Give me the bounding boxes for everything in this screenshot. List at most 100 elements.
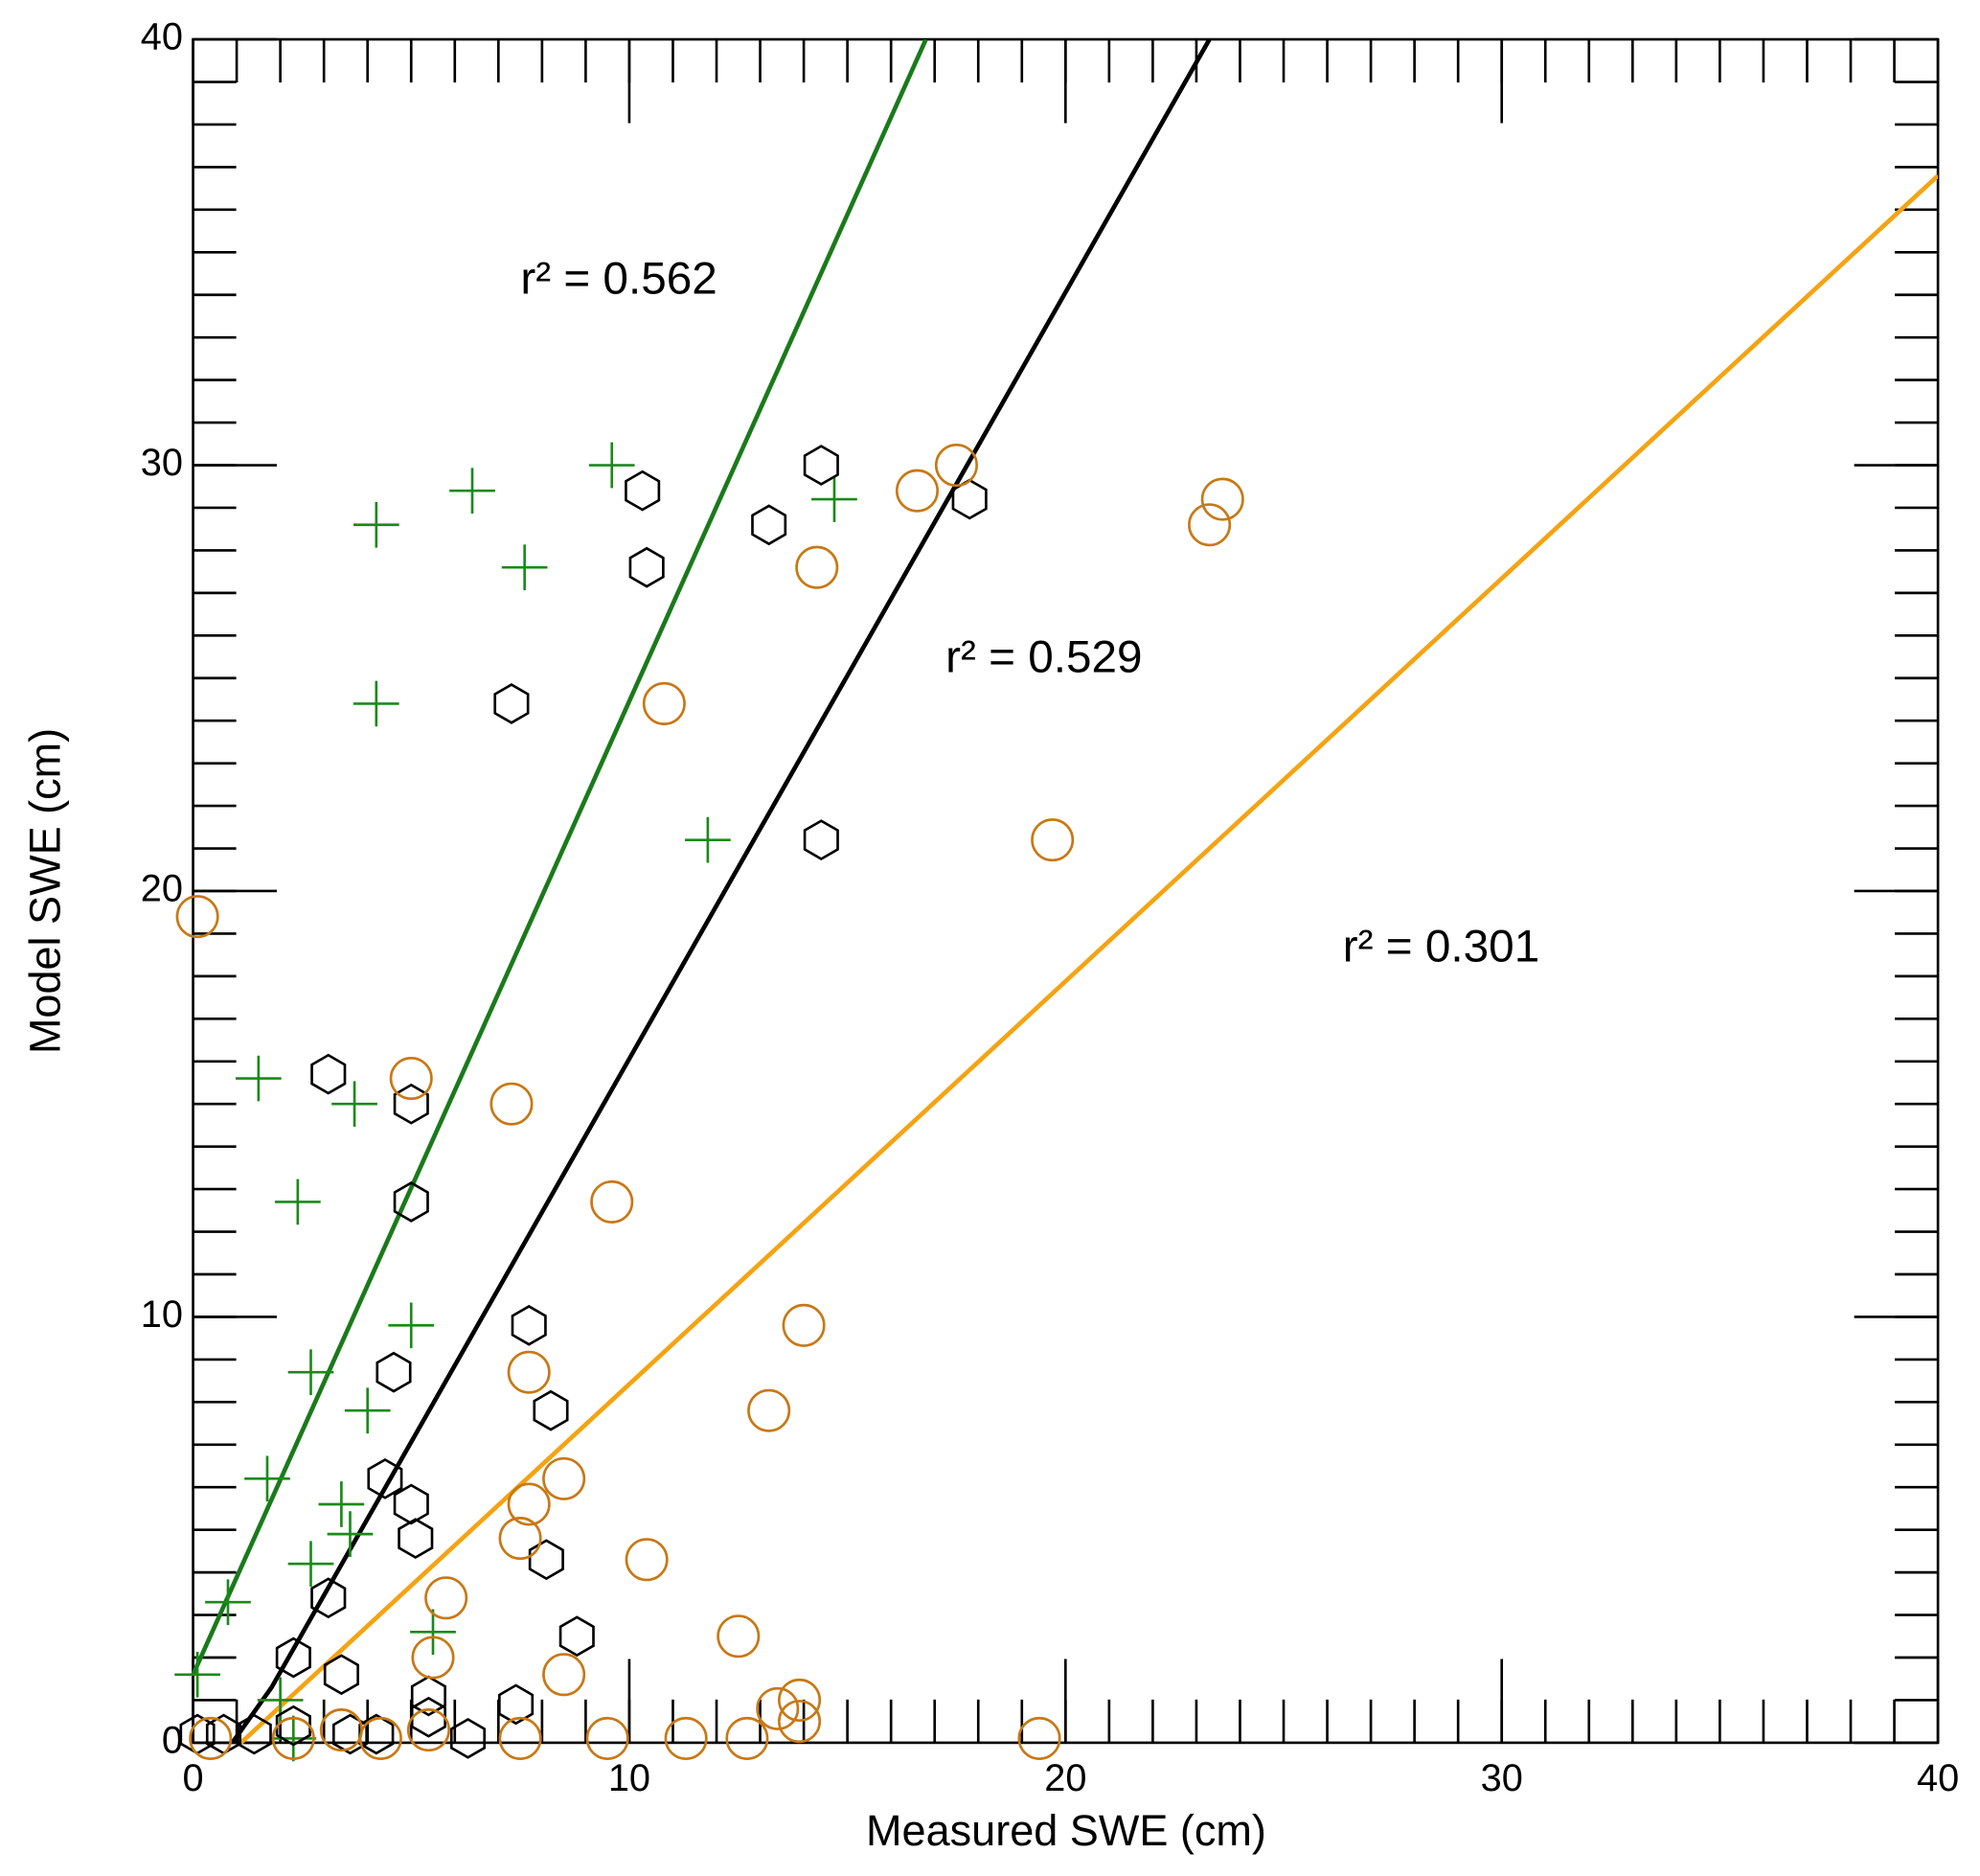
plus-marker (236, 1055, 282, 1102)
fit-line (230, 39, 1212, 1745)
circle-marker (271, 1716, 315, 1760)
circle-marker (585, 1716, 629, 1760)
x-axis-label: Measured SWE (cm) (866, 1806, 1266, 1855)
hexagon-marker (310, 1053, 347, 1095)
plus-marker (274, 1178, 321, 1225)
plus-marker (318, 1481, 365, 1527)
circle-marker (507, 1350, 551, 1394)
hexagon-marker (533, 1389, 569, 1431)
plus-marker (501, 544, 548, 591)
hexagon-marker (558, 1615, 595, 1658)
hexagon-marker (323, 1654, 359, 1696)
plus-marker (174, 1651, 220, 1698)
circle-marker (542, 1456, 586, 1500)
circle-marker (319, 1708, 363, 1752)
circle-marker (189, 1716, 233, 1760)
plus-marker (685, 816, 731, 863)
circle-marker (498, 1517, 542, 1561)
hexagon-marker (275, 1704, 311, 1747)
circle-marker (406, 1708, 450, 1752)
circle-marker (498, 1716, 542, 1760)
circle-marker (1031, 818, 1075, 862)
circle-marker (489, 1082, 534, 1126)
circle-marker (934, 444, 978, 488)
hexagon-marker (803, 445, 839, 486)
circle-marker (642, 681, 686, 725)
circle-marker (795, 545, 839, 589)
plus-marker (388, 1302, 435, 1349)
hexagon-marker (951, 478, 988, 520)
r2-annotation: r² = 0.562 (520, 254, 717, 305)
circle-marker (358, 1716, 402, 1760)
circle-marker (778, 1700, 822, 1744)
hexagon-marker (179, 1713, 216, 1755)
x-tick-label: 20 (1044, 1757, 1086, 1799)
hexagon-marker (376, 1351, 412, 1393)
circle-marker (175, 895, 219, 939)
hexagon-marker (367, 1457, 403, 1499)
plus-marker (205, 1579, 251, 1626)
hexagon-marker (410, 1675, 446, 1717)
circle-marker (542, 1653, 586, 1697)
circle-marker (717, 1614, 761, 1659)
hexagon-marker (393, 1181, 429, 1223)
hexagon-marker (498, 1683, 535, 1726)
y-axis-label: Model SWE (cm) (20, 728, 69, 1054)
x-tick-label: 30 (1481, 1757, 1523, 1799)
circle-marker (664, 1716, 708, 1760)
plus-marker (588, 442, 635, 489)
hexagon-marker (275, 1636, 311, 1679)
r2-annotation: r² = 0.301 (1343, 922, 1539, 972)
hexagon-marker (628, 546, 665, 588)
circle-marker (424, 1576, 468, 1620)
plus-marker (270, 1715, 317, 1762)
circle-marker (782, 1303, 826, 1347)
y-tick-label: 20 (141, 867, 183, 909)
circle-marker (747, 1388, 791, 1432)
hexagon-marker (511, 1304, 547, 1346)
y-tick-label: 0 (162, 1719, 183, 1761)
hexagon-marker (410, 1696, 446, 1738)
plus-marker (244, 1455, 290, 1502)
hexagon-marker (398, 1518, 434, 1560)
hexagon-marker (393, 1483, 429, 1525)
circle-marker (1200, 477, 1244, 521)
circle-marker (756, 1686, 800, 1730)
circle-marker (389, 1057, 433, 1101)
plus-marker (410, 1609, 456, 1656)
plus-marker (287, 1541, 334, 1588)
plus-marker (331, 1081, 377, 1128)
plot-frame (192, 37, 1940, 1745)
hexagon-marker (449, 1717, 487, 1759)
circle-marker (411, 1636, 455, 1680)
plus-marker (344, 1387, 391, 1434)
hexagon-marker (393, 1083, 429, 1125)
circle-marker (1188, 503, 1232, 547)
fit-line (239, 173, 1939, 1745)
circle-marker (725, 1716, 769, 1760)
circle-marker (1017, 1716, 1061, 1760)
plus-marker (449, 468, 495, 515)
hexagon-marker (236, 1713, 272, 1755)
plus-marker (353, 501, 399, 548)
circle-marker (625, 1538, 669, 1582)
plus-marker (353, 680, 399, 727)
hexagon-marker (205, 1713, 242, 1755)
hexagon-marker (310, 1577, 347, 1619)
circle-marker (895, 469, 940, 513)
circle-marker (507, 1482, 551, 1526)
fit-line (191, 39, 928, 1676)
plus-marker (811, 476, 857, 522)
hexagon-marker (528, 1539, 564, 1581)
y-tick-label: 30 (141, 442, 183, 484)
hexagon-marker (803, 819, 839, 860)
circle-marker (590, 1179, 634, 1224)
plus-marker (327, 1511, 374, 1557)
y-tick-label: 40 (141, 16, 183, 58)
hexagon-marker (493, 683, 530, 724)
x-tick-label: 0 (182, 1757, 203, 1799)
hexagon-marker (358, 1713, 395, 1755)
circle-marker (778, 1678, 822, 1722)
